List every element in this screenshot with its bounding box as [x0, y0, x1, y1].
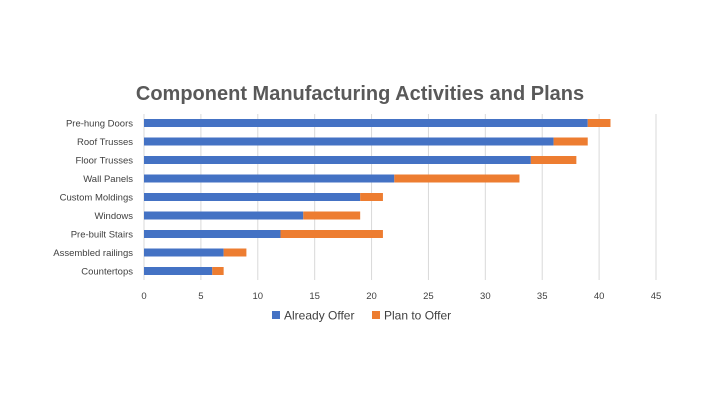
bar-plan-to-offer: [587, 119, 611, 127]
legend-label: Plan to Offer: [384, 309, 451, 323]
x-tick-label: 0: [141, 291, 146, 302]
bar-already-offer: [144, 193, 361, 201]
x-tick-label: 5: [198, 291, 203, 302]
bar-plan-to-offer: [530, 156, 577, 164]
category-label: Assembled railings: [53, 248, 133, 259]
bar-plan-to-offer: [223, 248, 247, 257]
category-label: Pre-built Stairs: [71, 230, 134, 241]
x-tick-label: 45: [651, 291, 662, 302]
x-tick-label: 40: [594, 291, 605, 302]
legend-swatch: [272, 311, 280, 319]
x-tick-label: 10: [252, 291, 263, 302]
category-label: Roof Trusses: [77, 137, 133, 148]
x-tick-label: 35: [537, 291, 548, 302]
legend: Already Offer Plan to Offer: [272, 309, 451, 323]
bar-plan-to-offer: [212, 267, 224, 275]
bar-already-offer: [144, 248, 224, 257]
category-label: Custom Moldings: [60, 193, 134, 204]
value-axis: 0 5 10 15 20 25 30 35 40 45: [141, 291, 661, 302]
bar-already-offer: [144, 211, 304, 220]
chart-title: Component Manufacturing Activities and P…: [136, 83, 584, 105]
x-tick-label: 30: [480, 291, 491, 302]
legend-swatch: [372, 311, 380, 319]
bar-already-offer: [144, 267, 213, 275]
bar-already-offer: [144, 156, 531, 164]
category-label: Windows: [94, 211, 133, 222]
category-label: Pre-hung Doors: [66, 119, 133, 130]
bar-already-offer: [144, 119, 588, 127]
category-label: Wall Panels: [83, 174, 133, 185]
bars: [144, 119, 611, 275]
bar-already-offer: [144, 137, 554, 146]
bar-plan-to-offer: [360, 193, 383, 201]
x-tick-label: 25: [423, 291, 434, 302]
category-label: Countertops: [81, 267, 133, 278]
category-label: Floor Trusses: [75, 156, 133, 167]
x-tick-label: 15: [309, 291, 320, 302]
bar-already-offer: [144, 230, 281, 238]
x-tick-label: 20: [366, 291, 377, 302]
bar-plan-to-offer: [553, 137, 588, 146]
bar-plan-to-offer: [280, 230, 383, 238]
legend-label: Already Offer: [284, 309, 354, 323]
category-axis: Pre-hung Doors Roof Trusses Floor Trusses W…: [53, 119, 133, 278]
bar-plan-to-offer: [303, 211, 361, 220]
bar-already-offer: [144, 174, 395, 183]
bar-plan-to-offer: [394, 174, 520, 183]
